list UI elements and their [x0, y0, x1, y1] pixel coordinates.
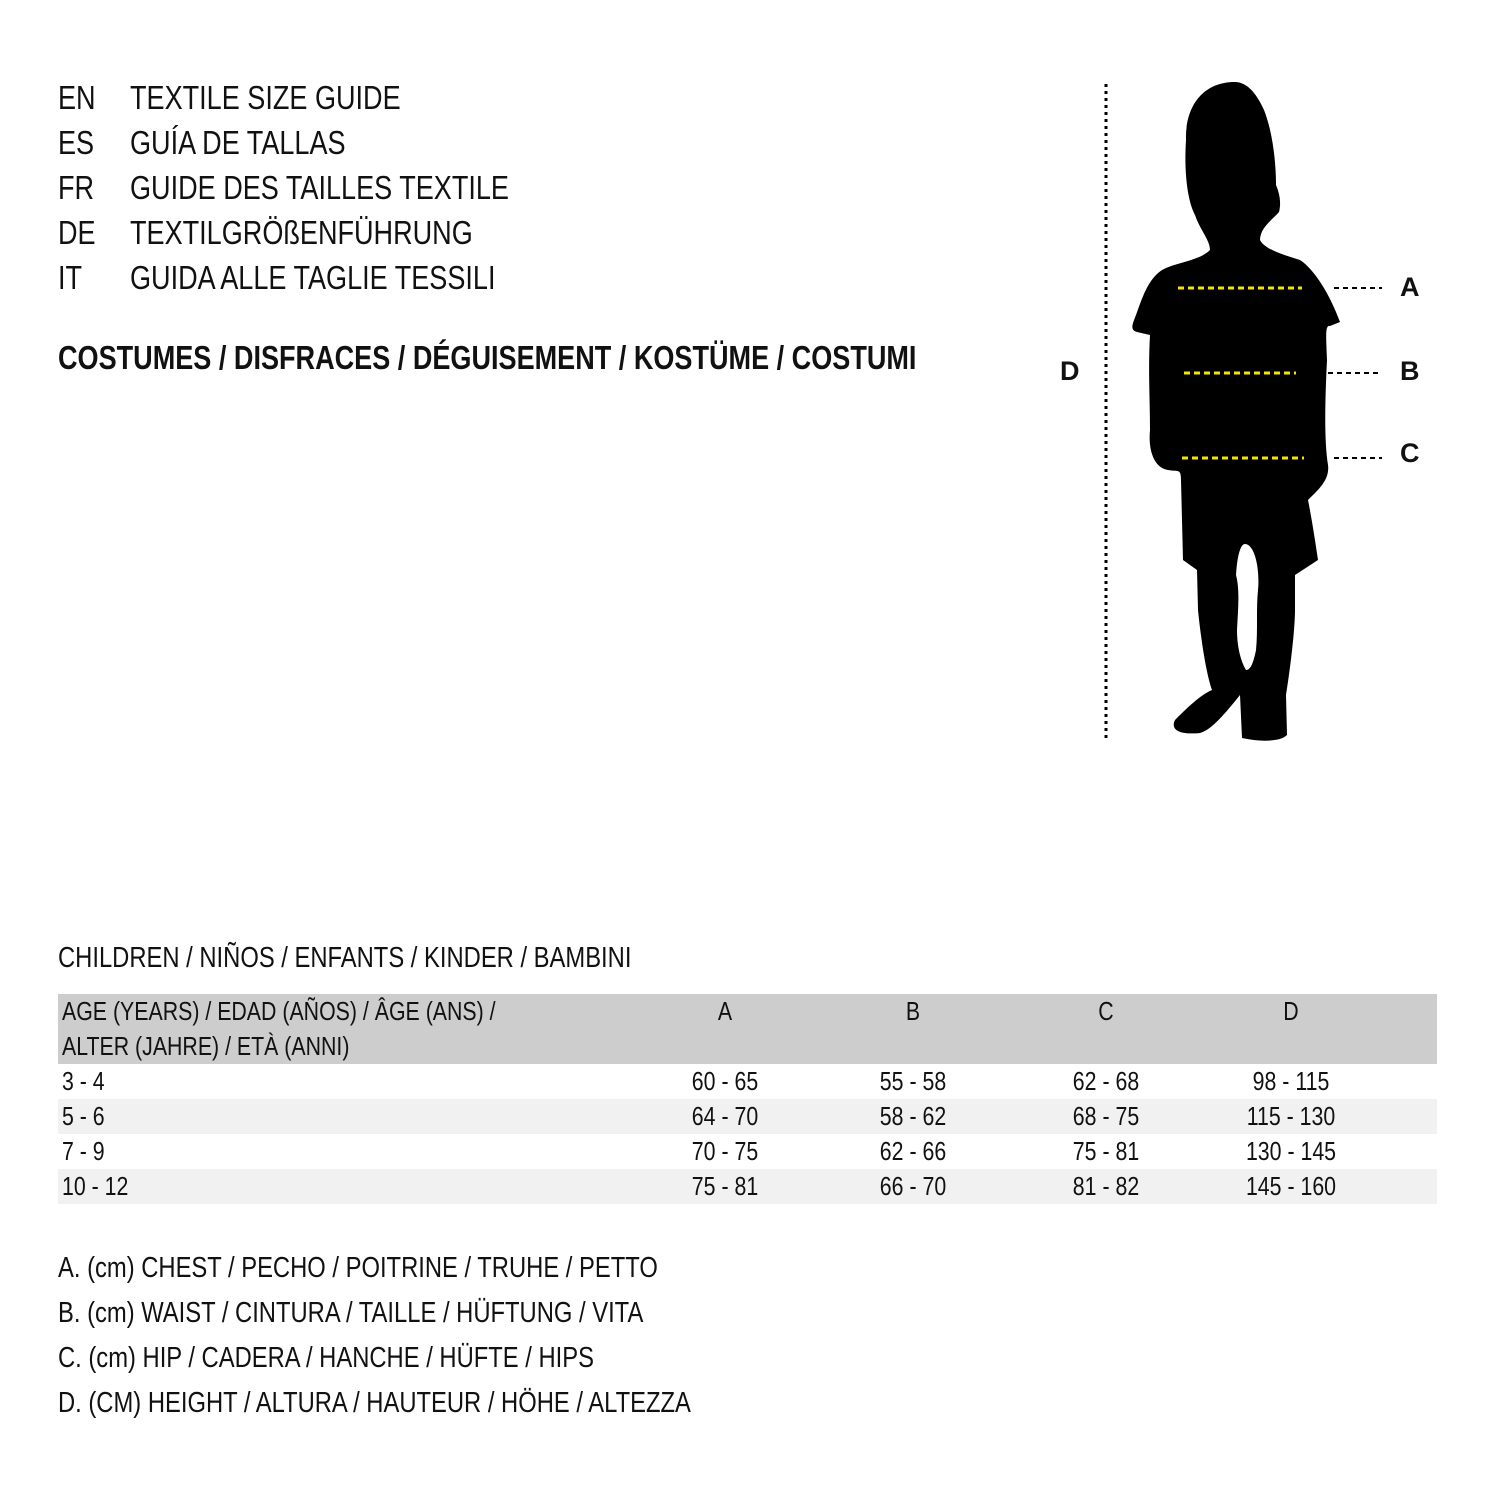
- lang-title: GUIDA ALLE TAGLIE TESSILI: [130, 259, 496, 296]
- lang-title: TEXTILGRÖßENFÜHRUNG: [130, 214, 473, 251]
- table-row: 7 - 9 70 - 75 62 - 66 75 - 81 130 - 145: [58, 1134, 1437, 1169]
- measure-cell: 115 - 130: [1246, 1101, 1336, 1131]
- measure-cell: 66 - 70: [879, 1171, 947, 1201]
- table-row: 5 - 6 64 - 70 58 - 62 68 - 75 115 - 130: [58, 1099, 1437, 1134]
- measure-cell: 130 - 145: [1245, 1136, 1337, 1166]
- category-heading: COSTUMES / DISFRACES / DÉGUISEMENT / KOS…: [58, 338, 1105, 378]
- lang-code: ES: [58, 124, 95, 161]
- measure-cell: 58 - 62: [879, 1101, 947, 1131]
- measure-cell: 55 - 58: [879, 1066, 947, 1096]
- header-c: C: [1098, 996, 1114, 1026]
- measure-cell: 70 - 75: [691, 1136, 759, 1166]
- header-b: B: [905, 996, 921, 1026]
- measure-cell: 64 - 70: [691, 1101, 759, 1131]
- age-cell: 7 - 9: [62, 1136, 105, 1166]
- child-silhouette-icon: [1104, 82, 1382, 742]
- age-cell: 3 - 4: [62, 1066, 105, 1096]
- lang-title: TEXTILE SIZE GUIDE: [130, 79, 401, 116]
- header-d: D: [1283, 996, 1299, 1026]
- measure-cell: 145 - 160: [1245, 1171, 1337, 1201]
- table-header: AGE (YEARS) / EDAD (AÑOS) / ÂGE (ANS) / …: [58, 994, 1437, 1064]
- label-a: A: [1400, 272, 1420, 302]
- legend-c: C. (cm) HIP / CADERA / HANCHE / HÜFTE / …: [58, 1342, 594, 1374]
- measure-cell: 60 - 65: [691, 1066, 759, 1096]
- table-title: CHILDREN / NIÑOS / ENFANTS / KINDER / BA…: [58, 940, 757, 976]
- label-c: C: [1400, 438, 1420, 468]
- measure-cell: 98 - 115: [1252, 1066, 1330, 1096]
- lang-title: GUÍA DE TALLAS: [130, 124, 346, 161]
- lang-title: GUIDE DES TAILLES TEXTILE: [130, 169, 509, 206]
- silhouette-shape: [1132, 82, 1340, 741]
- measure-cell: 75 - 81: [691, 1171, 759, 1201]
- age-cell: 5 - 6: [62, 1101, 105, 1131]
- lang-code: IT: [58, 259, 83, 296]
- label-d: D: [1060, 356, 1080, 386]
- header-age-line1: AGE (YEARS) / EDAD (AÑOS) / ÂGE (ANS) /: [62, 996, 496, 1026]
- measure-cell: 81 - 82: [1072, 1171, 1140, 1201]
- header-a: A: [717, 996, 733, 1026]
- table-body: 3 - 4 60 - 65 55 - 58 62 - 68 98 - 115 5 - 6 6…: [58, 1064, 1437, 1204]
- measure-cell: 75 - 81: [1072, 1136, 1140, 1166]
- measure-cell: 62 - 68: [1072, 1066, 1140, 1096]
- size-table: AGE (YEARS) / EDAD (AÑOS) / ÂGE (ANS) / …: [58, 994, 1437, 1204]
- category-text: COSTUMES / DISFRACES / DÉGUISEMENT / KOS…: [58, 339, 917, 376]
- header-age-line2: ALTER (JAHRE) / ETÀ (ANNI): [62, 1031, 350, 1061]
- lang-code: DE: [58, 214, 96, 251]
- legend-a: A. (cm) CHEST / PECHO / POITRINE / TRUHE…: [58, 1252, 658, 1284]
- age-cell: 10 - 12: [62, 1171, 129, 1201]
- lang-code: FR: [58, 169, 95, 206]
- measurement-figure: A B C D: [1050, 70, 1450, 760]
- legend-b: B. (cm) WAIST / CINTURA / TAILLE / HÜFTU…: [58, 1297, 644, 1329]
- table-row: 10 - 12 75 - 81 66 - 70 81 - 82 145 - 160: [58, 1169, 1437, 1204]
- table-row: 3 - 4 60 - 65 55 - 58 62 - 68 98 - 115: [58, 1064, 1437, 1099]
- label-b: B: [1400, 356, 1420, 386]
- table-title-text: CHILDREN / NIÑOS / ENFANTS / KINDER / BA…: [58, 942, 632, 974]
- lang-code: EN: [58, 79, 96, 116]
- measure-cell: 68 - 75: [1072, 1101, 1140, 1131]
- legend-d: D. (CM) HEIGHT / ALTURA / HAUTEUR / HÖHE…: [58, 1387, 691, 1419]
- measure-cell: 62 - 66: [879, 1136, 947, 1166]
